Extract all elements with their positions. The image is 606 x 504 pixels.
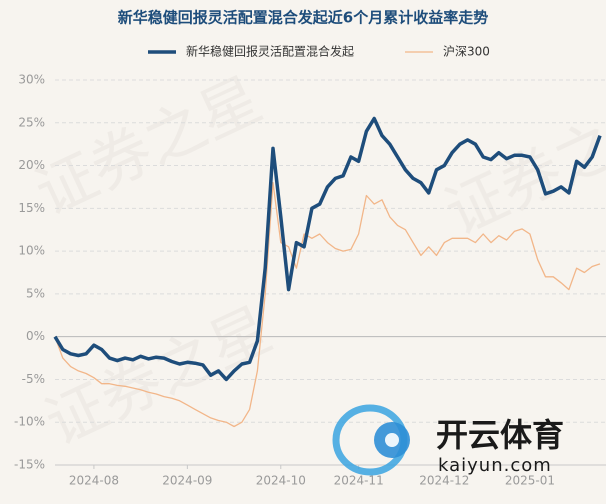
chart-title: 新华稳健回报灵活配置混合发起近6个月累计收益率走势	[118, 9, 488, 27]
x-tick-label: 2025-01	[505, 474, 555, 488]
logo-text: 开云体育	[436, 416, 564, 454]
y-tick-label: -5%	[22, 372, 45, 386]
y-tick-label: 25%	[18, 115, 45, 129]
legend-label: 新华稳健回报灵活配置混合发起	[186, 44, 354, 59]
x-tick-label: 2024-11	[334, 474, 384, 488]
legend: 新华稳健回报灵活配置混合发起 沪深300	[148, 44, 490, 59]
watermark: 证券之星	[435, 84, 606, 249]
y-tick-label: -15%	[14, 458, 45, 472]
watermark: 证券之星	[35, 294, 282, 459]
legend-label: 沪深300	[443, 45, 490, 59]
logo-url: kaiyun.com	[438, 455, 552, 476]
logo-ball-center	[385, 433, 399, 447]
x-tick-label: 2024-08	[69, 474, 119, 488]
series-line	[53, 116, 602, 382]
watermark: 证券之星	[25, 64, 272, 229]
y-tick-label: 15%	[18, 201, 45, 215]
x-tick-label: 2024-10	[256, 474, 306, 488]
y-tick-label: 0%	[26, 329, 45, 343]
y-tick-label: 30%	[18, 73, 45, 87]
y-tick-label: 20%	[18, 158, 45, 172]
x-tick-label: 2024-09	[162, 474, 212, 488]
y-tick-label: -10%	[14, 415, 45, 429]
series-line	[54, 182, 601, 428]
y-tick-label: 5%	[26, 286, 45, 300]
y-tick-label: 10%	[18, 244, 45, 258]
x-tick-label: 2024-12	[419, 474, 469, 488]
